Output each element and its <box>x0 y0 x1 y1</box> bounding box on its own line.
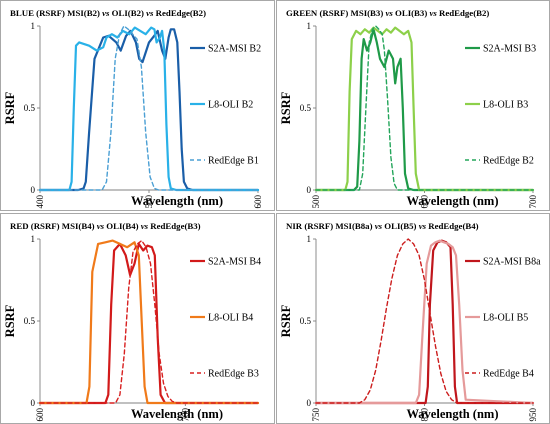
chart-title-part: NIR (RSRF) MSI(B8a) <box>286 221 375 231</box>
y-tick-label: 0 <box>31 398 36 408</box>
x-tick-label: 600 <box>253 195 263 209</box>
x-axis-title: Wavelength (nm) <box>131 194 223 208</box>
chart-title: RED (RSRF) MSI(B4) vs OLI(B4) vs RedEdge… <box>10 221 201 231</box>
y-tick-label: 0 <box>307 185 312 195</box>
chart-title-part: OLI(B2) <box>109 8 146 18</box>
chart-panel-1: BLUE (RSRF) MSI(B2) vs OLI(B2) vs RedEdg… <box>0 0 275 211</box>
chart-title-part: vs <box>419 221 427 231</box>
y-tick-label: 0.5 <box>24 103 36 113</box>
legend-label: L8-OLI B5 <box>483 313 528 324</box>
chart-title-part: OLI(B5) <box>382 221 419 231</box>
series-line-2 <box>38 239 260 405</box>
legend-label: RedEdge B3 <box>208 369 259 380</box>
chart-title-part: vs <box>141 221 149 231</box>
chart-panel-4: NIR (RSRF) MSI(B8a) vs OLI(B5) vs RedEdg… <box>276 213 550 424</box>
chart-panel-3: RED (RSRF) MSI(B4) vs OLI(B4) vs RedEdge… <box>0 213 275 424</box>
y-tick-label: 0.5 <box>24 316 36 326</box>
x-tick-label: 700 <box>180 408 190 422</box>
x-tick-label: 950 <box>528 408 538 422</box>
y-tick-label: 1 <box>31 234 36 244</box>
chart-title-part: RedEdge(B4) <box>426 221 479 231</box>
chart-title-part: vs <box>429 8 437 18</box>
series-line-3 <box>315 238 534 404</box>
series-line-3 <box>39 25 259 191</box>
x-tick-label: 600 <box>420 195 430 209</box>
x-tick-label: 700 <box>528 195 538 209</box>
y-tick-label: 1 <box>307 21 312 31</box>
chart-panel-2: GREEN (RSRF) MSI(B3) vs OLI(B3) vs RedEd… <box>276 0 550 211</box>
y-tick-label: 0.5 <box>300 103 312 113</box>
chart-title-part: vs <box>102 8 110 18</box>
chart-title-part: vs <box>97 221 105 231</box>
y-axis-title: RSRF <box>3 304 17 337</box>
legend-label: RedEdge B2 <box>483 156 534 167</box>
x-tick-label: 600 <box>35 408 45 422</box>
series-line-1 <box>314 28 535 192</box>
panel-border <box>0 0 275 211</box>
chart-title-part: vs <box>375 221 383 231</box>
panel-border <box>276 213 550 424</box>
series-line-3 <box>315 25 534 191</box>
legend-label: S2A-MSI B4 <box>208 257 261 268</box>
x-tick-label: 400 <box>35 195 45 209</box>
chart-title-part: BLUE (RSRF) MSI(B2) <box>10 8 102 18</box>
chart-title-part: OLI(B3) <box>393 8 430 18</box>
y-tick-label: 1 <box>31 21 36 31</box>
y-axis-title: RSRF <box>279 91 293 124</box>
legend-label: L8-OLI B2 <box>208 100 253 111</box>
y-tick-label: 0 <box>31 185 36 195</box>
chart-title-part: RedEdge(B2) <box>153 8 206 18</box>
legend-label: S2A-MSI B3 <box>483 44 536 55</box>
chart-title-part: RedEdge(B2) <box>437 8 490 18</box>
chart-title-part: RedEdge(B3) <box>148 221 201 231</box>
legend-label: L8-OLI B4 <box>208 313 253 324</box>
x-axis-title: Wavelength (nm) <box>406 194 498 208</box>
y-tick-label: 0 <box>307 398 312 408</box>
chart-title: NIR (RSRF) MSI(B8a) vs OLI(B5) vs RedEdg… <box>286 221 479 231</box>
x-tick-label: 500 <box>144 195 154 209</box>
x-tick-label: 850 <box>420 408 430 422</box>
legend-label: RedEdge B4 <box>483 369 534 380</box>
legend-label: S2A-MSI B2 <box>208 44 261 55</box>
chart-title: GREEN (RSRF) MSI(B3) vs OLI(B3) vs RedEd… <box>286 8 489 18</box>
chart-title-part: vs <box>385 8 393 18</box>
series-line-2 <box>38 26 260 192</box>
legend-label: S2A-MSI B8a <box>483 257 541 268</box>
x-axis-title: Wavelength (nm) <box>406 407 498 421</box>
y-tick-label: 1 <box>307 234 312 244</box>
y-axis-title: RSRF <box>279 304 293 337</box>
x-tick-label: 500 <box>311 195 321 209</box>
y-tick-label: 0.5 <box>300 316 312 326</box>
x-tick-label: 750 <box>311 408 321 422</box>
series-line-1 <box>38 28 260 192</box>
series-line-2 <box>314 239 535 405</box>
chart-title-part: GREEN (RSRF) MSI(B3) <box>286 8 385 18</box>
series-line-3 <box>39 239 259 404</box>
chart-title-part: vs <box>146 8 154 18</box>
x-axis-title: Wavelength (nm) <box>131 407 223 421</box>
chart-title-part: RED (RSRF) MSI(B4) <box>10 221 97 231</box>
y-axis-title: RSRF <box>3 91 17 124</box>
legend-label: L8-OLI B3 <box>483 100 528 111</box>
chart-title: BLUE (RSRF) MSI(B2) vs OLI(B2) vs RedEdg… <box>10 8 206 18</box>
chart-title-part: OLI(B4) <box>104 221 141 231</box>
legend-label: RedEdge B1 <box>208 156 259 167</box>
